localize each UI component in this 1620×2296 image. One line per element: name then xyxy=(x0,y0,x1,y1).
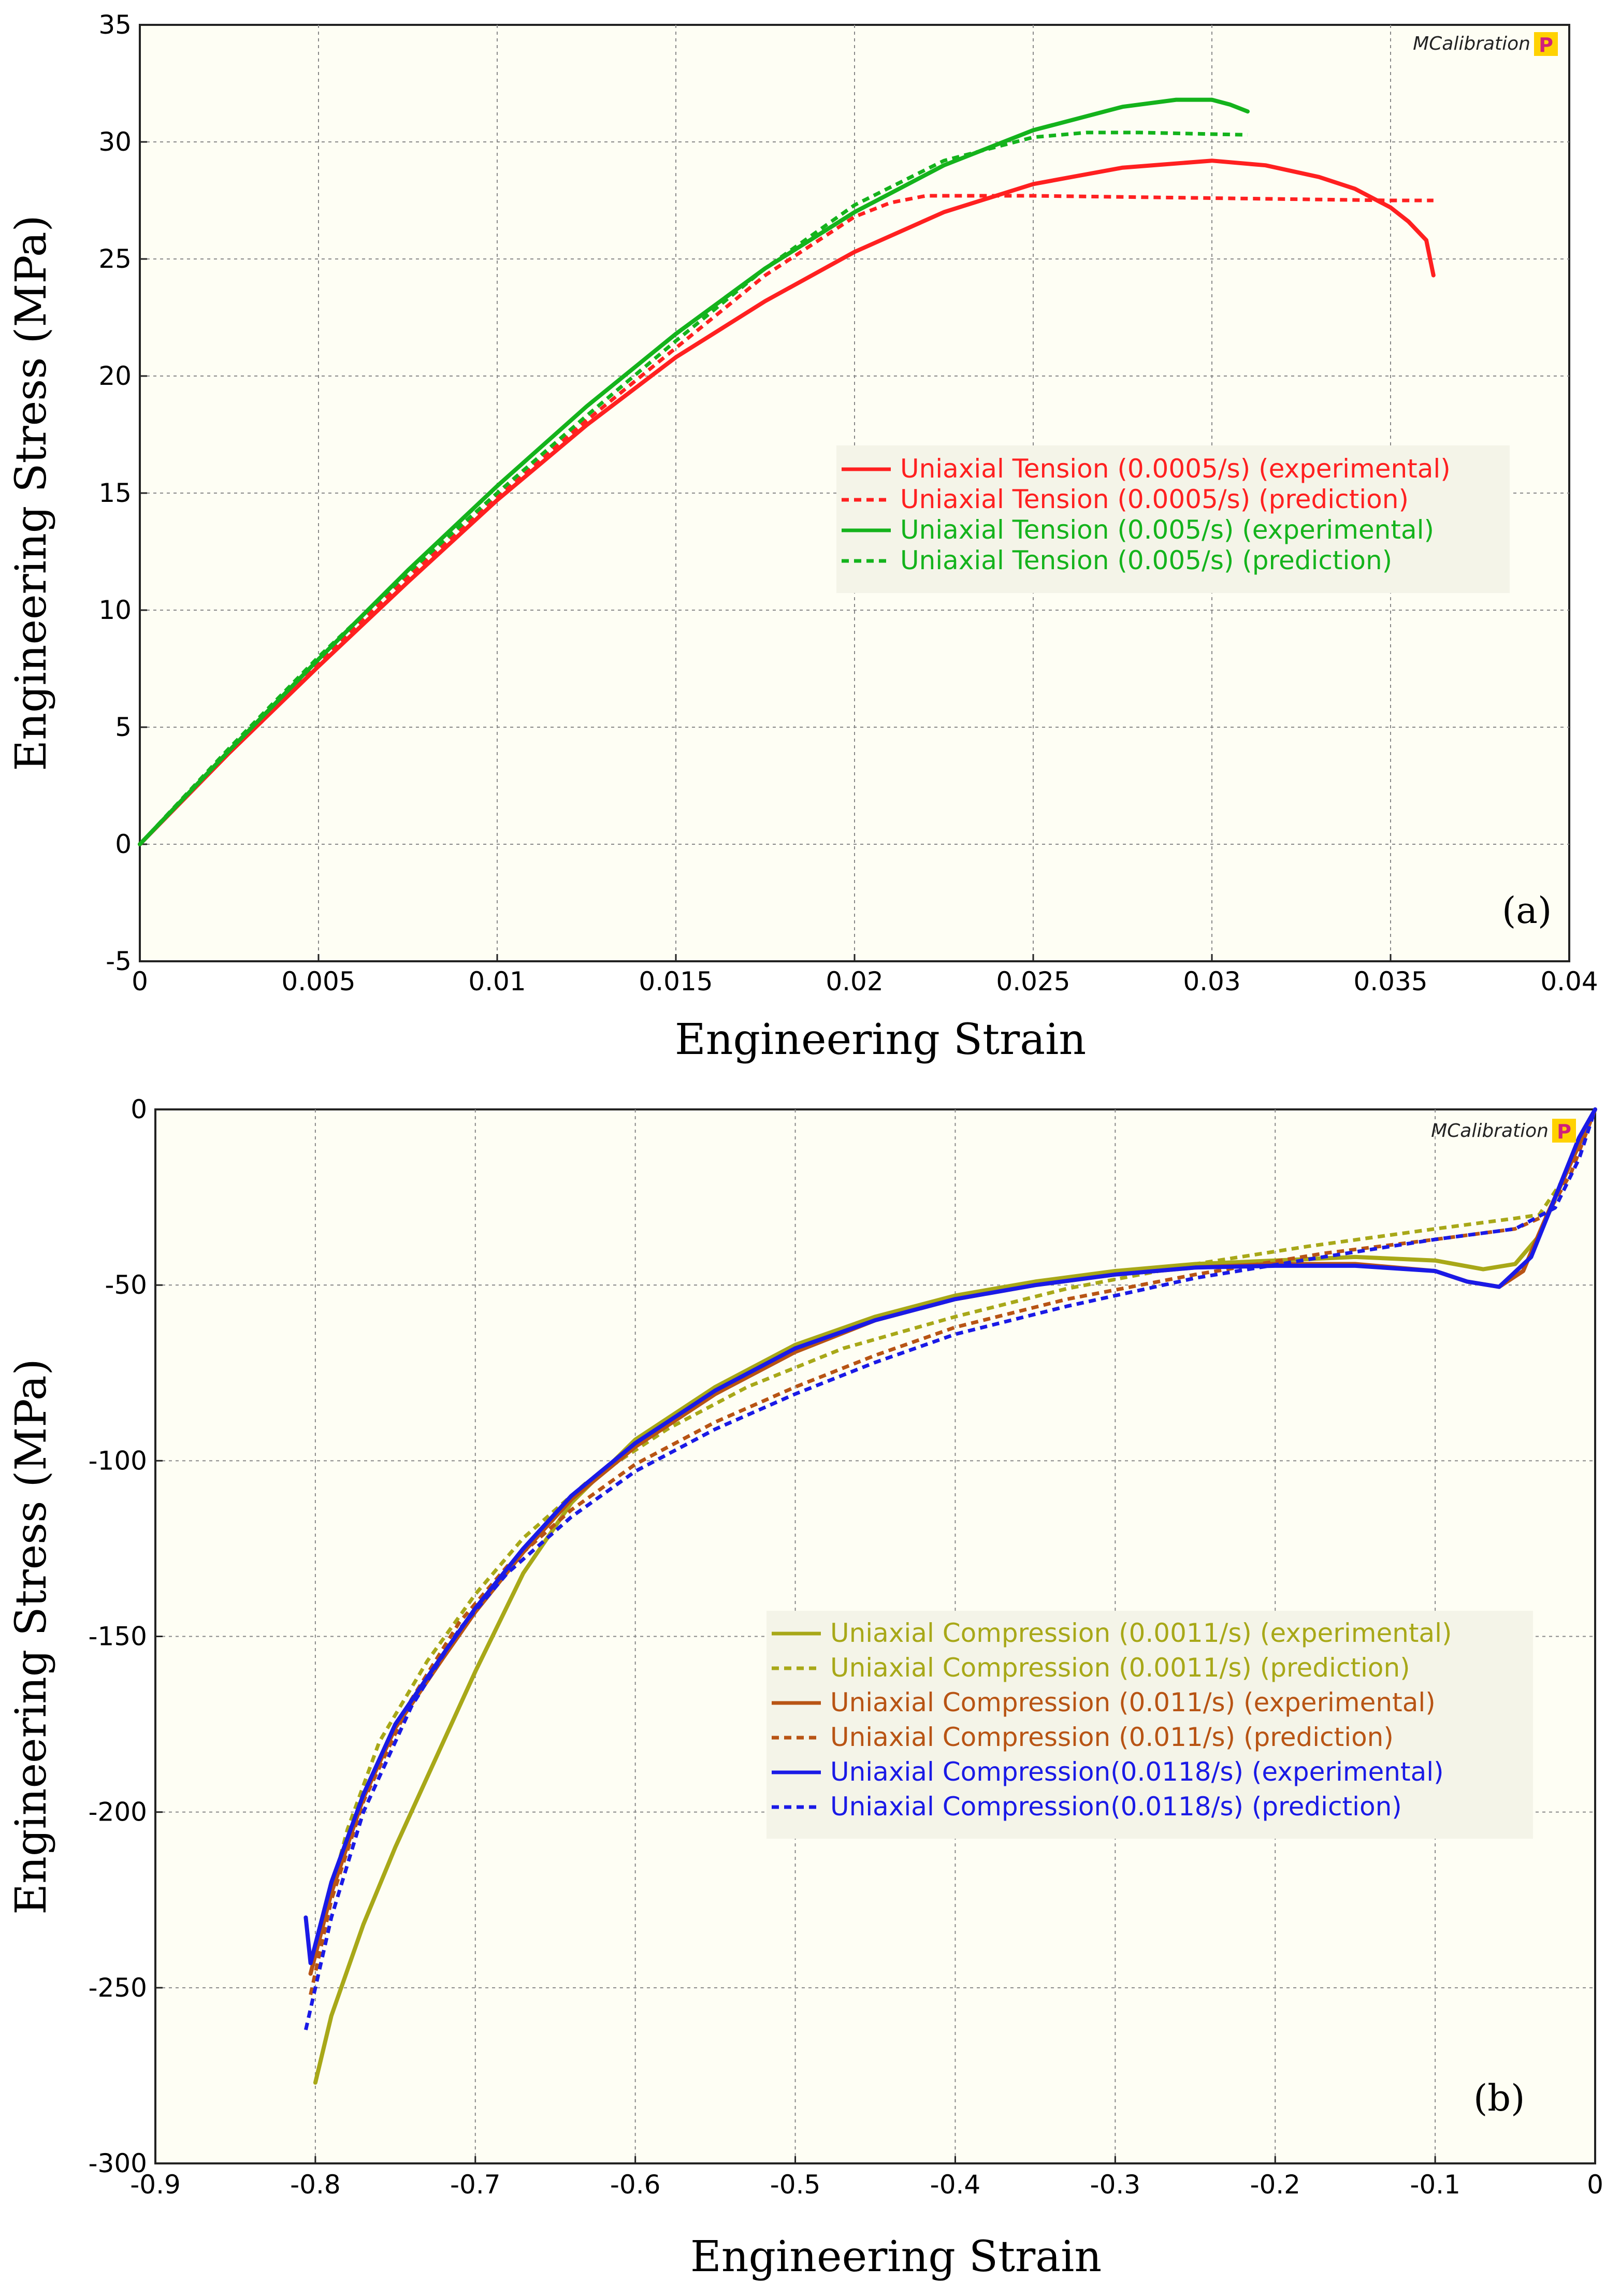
y-tick-label: 25 xyxy=(98,244,132,274)
legend-label-4: Uniaxial Tension (0.005/s) (prediction) xyxy=(900,545,1392,575)
x-tick-label: 0.02 xyxy=(826,966,883,997)
brand-badge-box-b xyxy=(1552,1119,1576,1143)
chart-b-panel-label: (b) xyxy=(1473,2077,1525,2119)
chart-b-x-axis-title: Engineering Strain xyxy=(690,2232,1102,2281)
legend-label-3: Uniaxial Tension (0.005/s) (experimental… xyxy=(900,515,1434,545)
y-tick-label: -150 xyxy=(89,1622,147,1652)
y-tick-label: 10 xyxy=(98,595,132,625)
legend-label-3: Uniaxial Compression (0.011/s) (experime… xyxy=(830,1687,1436,1717)
x-tick-label: -0.2 xyxy=(1250,2170,1300,2200)
chart-b-legend: Uniaxial Compression (0.0011/s) (experim… xyxy=(766,1611,1533,1839)
x-tick-label: -0.8 xyxy=(290,2170,341,2200)
brand-badge-icon-b: P xyxy=(1557,1120,1571,1143)
y-tick-label: -250 xyxy=(89,1973,147,2003)
chart-a-grid xyxy=(140,25,1569,961)
x-tick-label: 0.015 xyxy=(639,966,713,997)
chart-b-compression: -0.9 -0.8 -0.7 -0.6 -0.5 -0.4 -0.3 -0.2 -0.1 0 -30… xyxy=(7,1094,1603,2281)
series-line-4 xyxy=(138,131,1248,846)
y-tick-label: 35 xyxy=(98,10,132,40)
x-tick-label: -0.6 xyxy=(610,2170,661,2200)
chart-a-panel-label: (a) xyxy=(1502,889,1552,932)
y-tick-label: 20 xyxy=(98,361,132,391)
legend-label-1: Uniaxial Tension (0.0005/s) (experimenta… xyxy=(900,454,1451,484)
x-tick-label: -0.5 xyxy=(770,2170,821,2200)
x-tick-label: -0.7 xyxy=(450,2170,501,2200)
series-line-1 xyxy=(313,1107,1597,2085)
x-tick-label: 0.03 xyxy=(1183,966,1240,997)
series-line-2 xyxy=(313,1108,1597,1953)
x-tick-label: 0 xyxy=(132,966,148,997)
chart-a-legend-box xyxy=(836,445,1510,593)
chart-a-x-axis-title: Engineering Strain xyxy=(675,1015,1086,1064)
chart-a-brand: MCalibration P xyxy=(1413,32,1558,56)
y-tick-label: -100 xyxy=(89,1446,147,1476)
legend-label-2: Uniaxial Compression (0.0011/s) (predict… xyxy=(830,1653,1410,1683)
brand-name-b: MCalibration xyxy=(1431,1120,1549,1142)
series-line-1 xyxy=(138,158,1436,846)
y-tick-label: -300 xyxy=(89,2148,147,2178)
x-tick-label: 0.005 xyxy=(281,966,355,997)
chart-b-series-lines xyxy=(303,1107,1597,2085)
chart-a-series-lines xyxy=(138,97,1436,846)
legend-label-1: Uniaxial Compression (0.0011/s) (experim… xyxy=(830,1618,1452,1648)
legend-label-5: Uniaxial Compression(0.0118/s) (experime… xyxy=(830,1757,1444,1787)
series-line-2 xyxy=(138,194,1434,846)
brand-badge-box xyxy=(1534,32,1558,56)
x-tick-label: 0.025 xyxy=(996,966,1070,997)
x-tick-label: 0 xyxy=(1587,2170,1603,2200)
chart-a-tension: 0 0.005 0.01 0.015 0.02 0.025 0.03 0.035 0.04-50… xyxy=(7,10,1598,1064)
chart-a-legend: Uniaxial Tension (0.0005/s) (experimenta… xyxy=(836,445,1510,593)
x-tick-label: -0.1 xyxy=(1410,2170,1460,2200)
chart-b-legend-box xyxy=(766,1611,1533,1839)
x-tick-label: 0.035 xyxy=(1353,966,1427,997)
chart-a-y-axis-title: Engineering Stress (MPa) xyxy=(7,215,56,771)
y-tick-label: 15 xyxy=(98,478,132,508)
legend-label-6: Uniaxial Compression(0.0118/s) (predicti… xyxy=(830,1792,1402,1822)
chart-a-tick-labels: 0 0.005 0.01 0.015 0.02 0.025 0.03 0.035 0.04-50… xyxy=(98,10,1598,997)
chart-b-tick-labels: -0.9 -0.8 -0.7 -0.6 -0.5 -0.4 -0.3 -0.2 -0.1 0 -30… xyxy=(89,1094,1603,2200)
series-line-3 xyxy=(138,97,1250,846)
brand-name: MCalibration xyxy=(1413,33,1530,54)
chart-b-brand: MCalibration P xyxy=(1431,1119,1576,1143)
x-tick-label: 0.01 xyxy=(468,966,526,997)
y-tick-label: 0 xyxy=(115,829,132,859)
chart-b-y-axis-title: Engineering Stress (MPa) xyxy=(7,1359,56,1914)
y-tick-label: 0 xyxy=(131,1094,147,1124)
legend-label-4: Uniaxial Compression (0.011/s) (predicti… xyxy=(830,1722,1394,1752)
x-tick-label: -0.3 xyxy=(1090,2170,1141,2200)
x-tick-label: 0.04 xyxy=(1540,966,1598,997)
y-tick-label: -5 xyxy=(106,946,132,976)
legend-label-2: Uniaxial Tension (0.0005/s) (prediction) xyxy=(900,484,1409,514)
brand-badge-icon: P xyxy=(1539,34,1553,56)
y-tick-label: 5 xyxy=(115,712,132,742)
y-tick-label: -200 xyxy=(89,1797,147,1827)
x-tick-label: -0.9 xyxy=(130,2170,181,2200)
y-tick-label: 30 xyxy=(98,127,132,157)
y-tick-label: -50 xyxy=(105,1270,147,1300)
series-line-5 xyxy=(303,1107,1597,1966)
x-tick-label: -0.4 xyxy=(930,2170,981,2200)
